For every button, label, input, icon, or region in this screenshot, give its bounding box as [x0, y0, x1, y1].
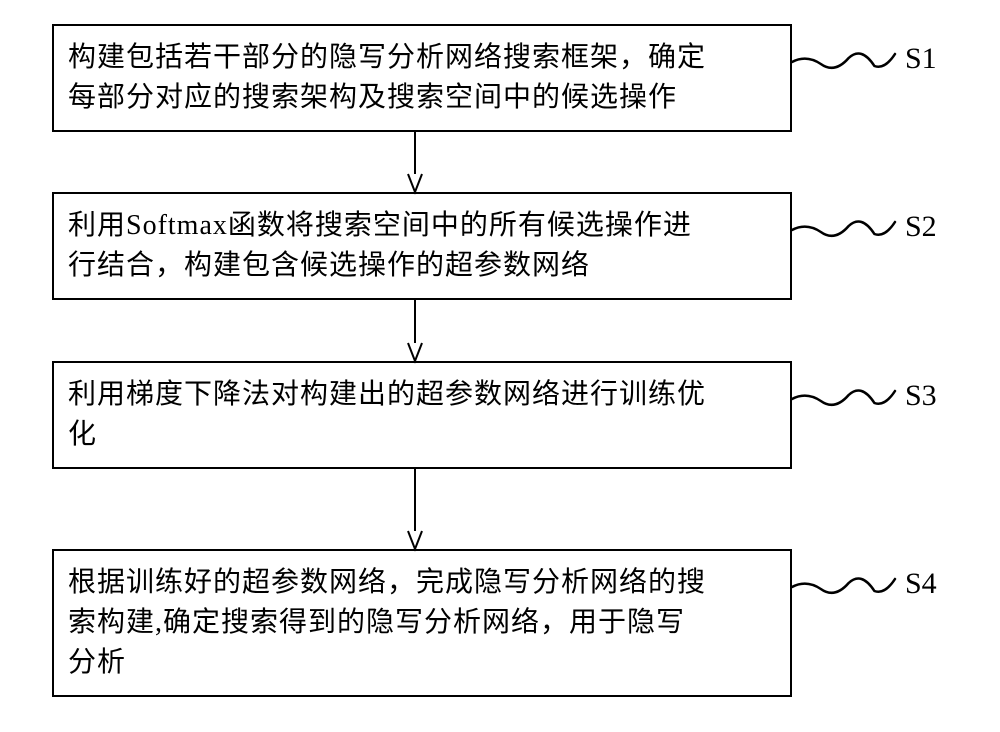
step-box-s4: 根据训练好的超参数网络，完成隐写分析网络的搜 索构建,确定搜索得到的隐写分析网络…: [52, 549, 792, 697]
step-text-s3: 利用梯度下降法对构建出的超参数网络进行训练优 化: [68, 375, 776, 455]
step-text-s2: 利用Softmax函数将搜索空间中的所有候选操作进 行结合，构建包含候选操作的超…: [68, 206, 776, 286]
step-label-s1: S1: [905, 42, 937, 76]
step-box-s1: 构建包括若干部分的隐写分析网络搜索框架，确定 每部分对应的搜索架构及搜索空间中的…: [52, 24, 792, 132]
step-label-s3: S3: [905, 379, 937, 413]
step-label-s2: S2: [905, 210, 937, 244]
step-label-s4: S4: [905, 567, 937, 601]
step-box-s3: 利用梯度下降法对构建出的超参数网络进行训练优 化: [52, 361, 792, 469]
flowchart-canvas: 构建包括若干部分的隐写分析网络搜索框架，确定 每部分对应的搜索架构及搜索空间中的…: [0, 0, 1000, 732]
step-text-s1: 构建包括若干部分的隐写分析网络搜索框架，确定 每部分对应的搜索架构及搜索空间中的…: [68, 38, 776, 118]
step-text-s4: 根据训练好的超参数网络，完成隐写分析网络的搜 索构建,确定搜索得到的隐写分析网络…: [68, 563, 776, 683]
step-box-s2: 利用Softmax函数将搜索空间中的所有候选操作进 行结合，构建包含候选操作的超…: [52, 192, 792, 300]
